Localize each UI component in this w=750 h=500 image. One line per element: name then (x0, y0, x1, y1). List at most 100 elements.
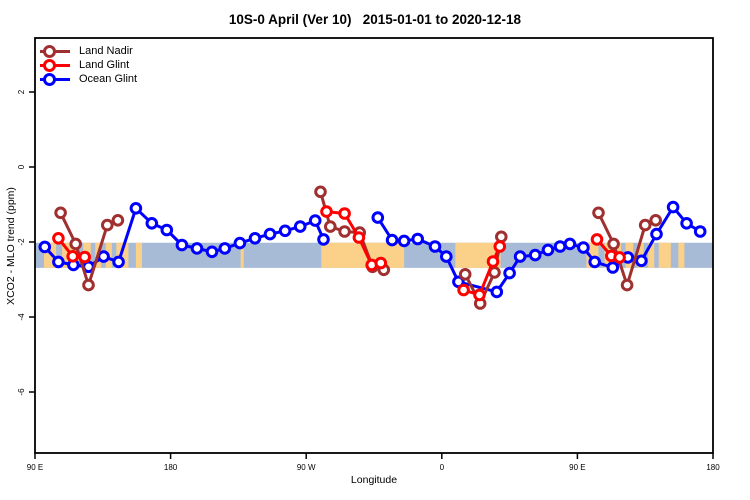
data-point (374, 256, 388, 270)
data-point (82, 278, 95, 292)
land-nadir-line-marker-icon (40, 44, 70, 58)
y-tick-label: -6 (17, 388, 26, 396)
data-point (411, 232, 425, 246)
x-tick-label: 90 E (27, 463, 43, 472)
data-point (680, 217, 693, 230)
data-point (649, 214, 663, 227)
data-point (428, 240, 442, 253)
data-point (371, 211, 385, 224)
data-point (101, 218, 114, 232)
data-point (324, 220, 337, 233)
legend-item-land-nadir: Land Nadir (40, 44, 137, 58)
legend-label-land-glint: Land Glint (79, 59, 130, 71)
data-point (248, 232, 262, 245)
x-tick-label: 90 E (569, 463, 585, 472)
legend-item-ocean-glint: Ocean Glint (40, 72, 137, 86)
data-point (613, 251, 626, 264)
y-tick-label: -2 (17, 238, 26, 246)
x-tick-label: 90 W (297, 463, 316, 472)
data-point (666, 200, 680, 214)
data-point (503, 266, 516, 280)
data-point (513, 250, 527, 263)
series-line (463, 245, 502, 297)
data-point (458, 268, 472, 281)
data-point (440, 250, 453, 263)
data-point (218, 242, 232, 255)
data-point (320, 205, 333, 218)
data-point (38, 240, 52, 254)
data-point (620, 278, 634, 292)
data-point (457, 283, 470, 297)
data-point (493, 240, 507, 253)
data-point (278, 224, 292, 238)
legend-label-ocean-glint: Ocean Glint (79, 73, 138, 85)
y-tick-label: 0 (17, 164, 26, 169)
data-point (160, 223, 174, 237)
plot-border (34, 37, 714, 454)
data-point (590, 233, 604, 246)
data-point (97, 250, 110, 263)
series-land-glint (52, 205, 626, 302)
data-point (175, 238, 189, 252)
land-patch (240, 242, 244, 268)
data-point (338, 225, 351, 238)
x-axis-label: Longitude (350, 474, 398, 486)
data-point (592, 206, 605, 220)
land-glint-line-marker-icon (40, 58, 70, 72)
land-patch (648, 242, 655, 268)
land-patch (135, 242, 142, 268)
data-point (490, 285, 504, 299)
data-point (308, 214, 322, 227)
data-point (473, 288, 486, 302)
land-patch (658, 242, 671, 268)
data-point (54, 206, 67, 220)
data-point (385, 233, 399, 247)
y-axis-label: XCO2 - MLO trend (ppm) (5, 187, 17, 305)
data-point (263, 227, 277, 241)
data-point (553, 240, 567, 253)
data-point (314, 185, 327, 199)
data-point (317, 233, 330, 246)
data-point (588, 255, 602, 269)
series-ocean-glint (38, 200, 707, 299)
data-point (397, 234, 411, 248)
data-point (233, 236, 247, 250)
data-point (563, 237, 577, 251)
data-point (52, 255, 65, 269)
land-patch (678, 242, 685, 268)
chart-title: 10S-0 April (Ver 10) 2015-01-01 to 2020-… (228, 12, 522, 27)
x-tick-label: 180 (164, 463, 178, 472)
x-tick-label: 180 (706, 463, 720, 472)
legend-label-land-nadir: Land Nadir (79, 45, 133, 57)
data-point (635, 254, 648, 268)
data-point (577, 241, 590, 254)
legend-item-land-glint: Land Glint (40, 58, 137, 72)
data-point (693, 225, 707, 238)
ocean-glint-line-marker-icon (40, 72, 70, 86)
series-line (463, 236, 503, 305)
data-point (145, 217, 159, 230)
legend: Land Nadir Land Glint Ocean Glint (40, 44, 137, 86)
data-point (190, 242, 204, 255)
data-point (528, 248, 542, 262)
y-tick-label: 2 (17, 89, 26, 94)
data-point (52, 232, 65, 245)
data-point (607, 237, 620, 251)
data-point (112, 255, 125, 269)
data-point (638, 218, 652, 232)
y-tick-label: -4 (17, 313, 26, 321)
data-point (111, 214, 125, 227)
data-point (541, 243, 555, 257)
data-point (606, 261, 620, 274)
x-tick-label: 0 (440, 463, 445, 472)
data-point (495, 230, 508, 244)
data-point (293, 220, 307, 233)
data-point (129, 202, 143, 215)
data-point (69, 237, 82, 251)
data-point (205, 245, 219, 259)
data-point (486, 255, 500, 268)
data-point (352, 231, 366, 244)
data-point (78, 250, 91, 264)
